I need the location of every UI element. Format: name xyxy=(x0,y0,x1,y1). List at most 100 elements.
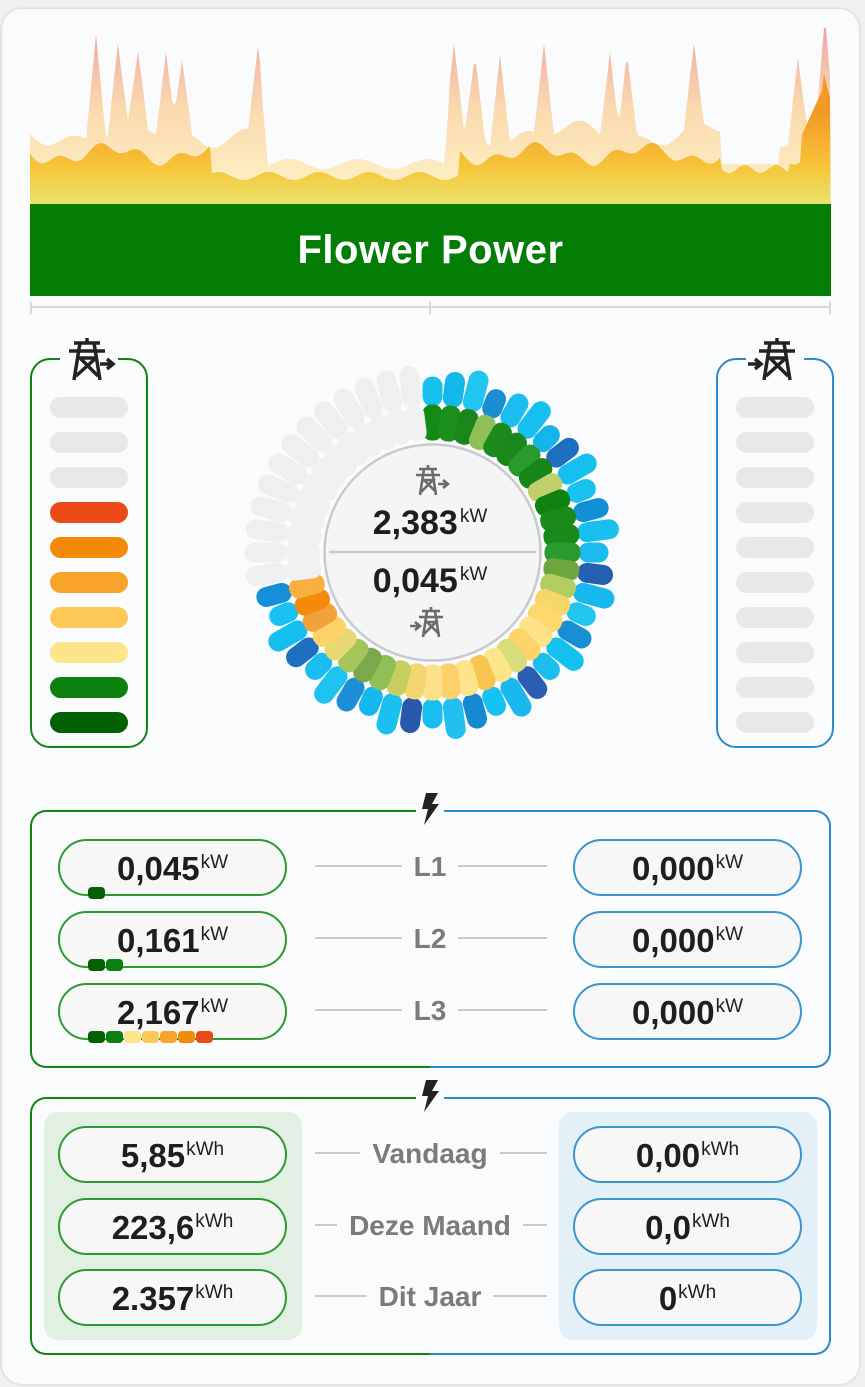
gauge-outer-segment xyxy=(557,620,592,649)
export-level-panel xyxy=(716,334,834,748)
energy-export-row-0[interactable]: 0,00kWh xyxy=(573,1126,802,1183)
energy-label-row-2: Dit Jaar xyxy=(315,1281,545,1313)
export-level-bar xyxy=(736,712,814,733)
gauge-outer-segment xyxy=(256,582,292,608)
gauge-outer-segment xyxy=(517,666,548,699)
export-level-bar xyxy=(736,502,814,523)
gauge-inner-segment xyxy=(527,473,563,502)
gauge-outer-segment xyxy=(269,602,299,627)
gauge-inner-segment xyxy=(438,663,461,700)
gauge-outer-segment xyxy=(358,686,383,716)
export-level-bar xyxy=(736,642,814,663)
phase-import-l3[interactable]: 2,167kW xyxy=(58,983,287,1043)
gauge-inner-segment xyxy=(544,542,581,563)
gauge-outer-segment xyxy=(422,376,443,407)
export-level-bar xyxy=(736,537,814,558)
phase-import-l1[interactable]: 0,045kW xyxy=(58,839,287,899)
gauge-outer-segment xyxy=(268,453,308,485)
phase-label-l2: L2 xyxy=(315,923,545,955)
gauge-outer-segment xyxy=(482,389,507,419)
scale-tick-left xyxy=(30,302,32,314)
energy-import-row-0[interactable]: 5,85kWh xyxy=(58,1126,287,1183)
import-level-bar xyxy=(50,572,128,593)
energy-import-row-1[interactable]: 223,6kWh xyxy=(58,1198,287,1255)
gauge-outer-segment xyxy=(577,562,614,585)
gauge-inner-segment xyxy=(284,542,321,563)
gauge-inner-segment xyxy=(518,458,553,489)
level-segment xyxy=(88,959,105,971)
gauge-outer-segment xyxy=(376,693,403,735)
import-level-bar xyxy=(50,642,128,663)
level-segment xyxy=(178,1031,195,1043)
gauge-outer-segment xyxy=(462,370,489,412)
gauge-outer-segment xyxy=(246,562,288,586)
gauge-outer-segment xyxy=(566,478,596,503)
gauge-outer-segment xyxy=(573,582,615,609)
gauge-export-icon xyxy=(410,607,443,638)
phase-export-l3[interactable]: 0,000kW xyxy=(573,983,802,1040)
energy-export-row-2[interactable]: 0kWh xyxy=(573,1269,802,1326)
phase-level-indicator xyxy=(88,1030,214,1044)
gauge-inner-segment xyxy=(285,558,322,581)
energy-label-row-0: Vandaag xyxy=(315,1138,545,1170)
gauge-outer-segment xyxy=(462,693,488,729)
import-level-bar xyxy=(50,502,128,523)
phase-label-l3: L3 xyxy=(315,995,545,1027)
gauge-outer-segment xyxy=(532,425,560,453)
gauge-outer-segment xyxy=(296,416,333,453)
phase-label-l1: L1 xyxy=(315,851,545,883)
import-level-bar xyxy=(50,397,128,418)
level-segment xyxy=(88,1031,105,1043)
gauge-outer-segment xyxy=(376,370,403,412)
gauge-outer-segment xyxy=(258,474,299,503)
gauge-inner-segment xyxy=(338,638,369,673)
gauge-import-value: 2,383 kW xyxy=(372,504,488,542)
gauge-inner-segment xyxy=(518,616,553,647)
gauge-outer-segment xyxy=(442,371,465,408)
gauge-outer-segment xyxy=(246,519,288,543)
phase-import-l2[interactable]: 0,161kW xyxy=(58,911,287,971)
card-title: Flower Power xyxy=(297,228,564,272)
gauge-outer-segment xyxy=(577,519,619,543)
gauge-outer-segment xyxy=(399,366,423,408)
import-level-bar xyxy=(50,712,128,733)
gauge-outer-segment xyxy=(546,637,584,671)
gauge-inner-segment xyxy=(324,628,357,661)
import-level-bar xyxy=(50,677,128,698)
phase-export-l2[interactable]: 0,000kW xyxy=(573,911,802,968)
gauge-outer-segment xyxy=(314,401,348,439)
level-segment xyxy=(106,1031,123,1043)
export-level-bar xyxy=(736,432,814,453)
power-tower-export-icon xyxy=(746,334,804,384)
gauge-outer-segment xyxy=(314,666,348,704)
import-level-bar xyxy=(50,467,128,488)
gauge-outer-segment xyxy=(400,697,423,734)
energy-import-row-2[interactable]: 2.357kWh xyxy=(58,1269,287,1326)
gauge-inner-segment xyxy=(422,404,443,441)
gauge-export-value: 0,045 kW xyxy=(372,562,488,600)
history-ground xyxy=(30,204,831,296)
phase-level-indicator xyxy=(88,886,106,900)
energy-label-row-1: Deze Maand xyxy=(315,1210,545,1242)
gauge-inner-segment xyxy=(483,422,512,458)
energy-export-row-1[interactable]: 0,0kWh xyxy=(573,1198,802,1255)
lightning-icon xyxy=(416,1079,444,1113)
gauge-outer-segment xyxy=(482,686,507,716)
import-level-bar xyxy=(50,432,128,453)
gauge-inner-segment xyxy=(508,628,541,661)
gauge-import-icon xyxy=(416,465,451,496)
energy-section xyxy=(30,1079,831,1355)
gauge-outer-segment xyxy=(546,437,579,468)
gauge-inner-segment xyxy=(353,647,382,683)
gauge-outer-segment xyxy=(557,453,597,485)
gauge-outer-segment xyxy=(286,637,319,668)
phase-export-l1[interactable]: 0,000kW xyxy=(573,839,802,896)
gauge-outer-segment xyxy=(422,698,443,729)
phase-power-section xyxy=(30,792,831,1068)
import-level-panel xyxy=(30,334,148,748)
level-segment xyxy=(88,887,105,899)
gauge-inner-segment xyxy=(422,664,443,701)
gauge-outer-segment xyxy=(573,497,609,523)
gauge-outer-segment xyxy=(578,542,609,563)
gauge-outer-segment xyxy=(500,393,529,428)
